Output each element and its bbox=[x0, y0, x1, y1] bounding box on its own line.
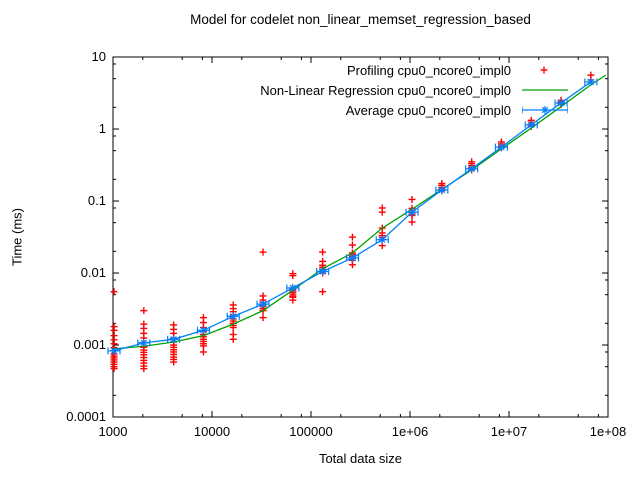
svg-text:0.01: 0.01 bbox=[81, 265, 106, 280]
legend-label-average: Average cpu0_ncore0_impl0 bbox=[345, 102, 511, 118]
plus-marker-icon bbox=[522, 62, 568, 78]
legend: Profiling cpu0_ncore0_impl0 Non-Linear R… bbox=[260, 60, 569, 120]
svg-text:1e+07: 1e+07 bbox=[491, 424, 528, 439]
svg-text:1e+06: 1e+06 bbox=[392, 424, 429, 439]
y-axis-title: Time (ms) bbox=[9, 207, 25, 267]
svg-text:100000: 100000 bbox=[289, 424, 332, 439]
errorbar-star-sample-icon bbox=[521, 102, 569, 118]
chart-title: Model for codelet non_linear_memset_regr… bbox=[190, 12, 531, 27]
legend-item-regression: Non-Linear Regression cpu0_ncore0_impl0 bbox=[260, 80, 568, 100]
x-axis-title: Total data size bbox=[318, 451, 403, 466]
svg-text:10000: 10000 bbox=[194, 424, 230, 439]
svg-text:10: 10 bbox=[92, 49, 106, 64]
svg-text:0.0001: 0.0001 bbox=[66, 409, 106, 424]
svg-text:1: 1 bbox=[99, 121, 106, 136]
svg-text:0.1: 0.1 bbox=[88, 193, 106, 208]
legend-label-regression: Non-Linear Regression cpu0_ncore0_impl0 bbox=[260, 82, 511, 98]
svg-text:1e+08: 1e+08 bbox=[590, 424, 627, 439]
legend-label-profiling: Profiling cpu0_ncore0_impl0 bbox=[346, 62, 511, 78]
line-sample-icon bbox=[522, 82, 568, 98]
legend-item-average: Average cpu0_ncore0_impl0 bbox=[260, 100, 569, 120]
svg-text:0.001: 0.001 bbox=[73, 337, 106, 352]
svg-text:1000: 1000 bbox=[99, 424, 128, 439]
legend-item-profiling: Profiling cpu0_ncore0_impl0 bbox=[260, 60, 568, 80]
